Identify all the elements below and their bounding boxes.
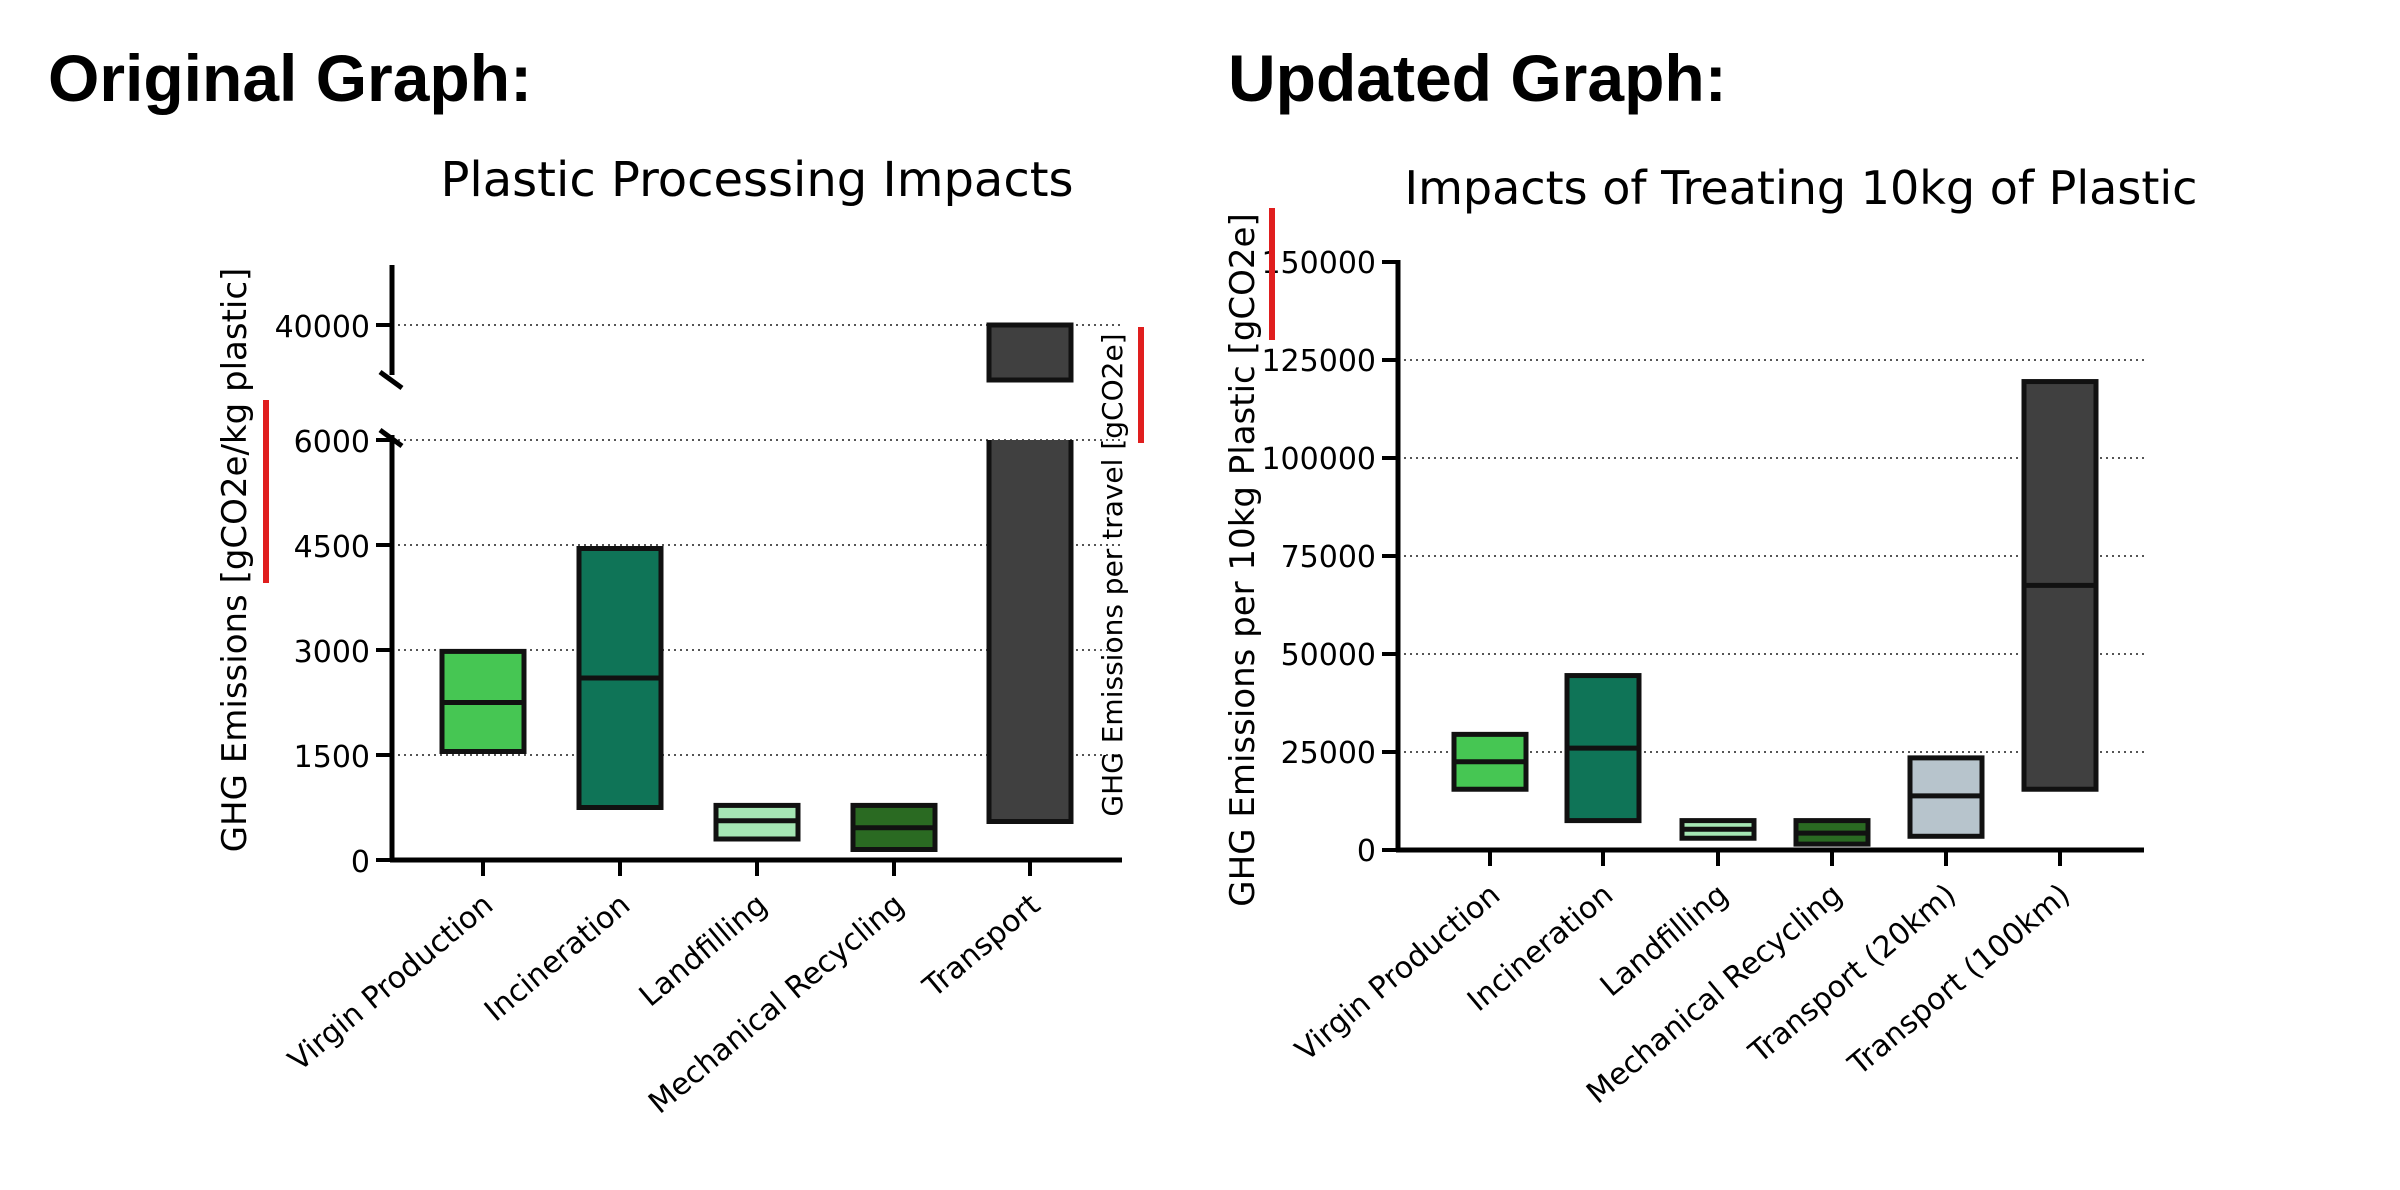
bar-transport-outline [986,440,1074,824]
y-tick-label: 1500 [294,740,370,775]
x-tick-label: Virgin Production [1289,877,1507,1068]
axis-break-mark [378,369,404,391]
x-tick-label: Transport (20km) [1742,877,1963,1071]
original-graph-heading: Original Graph: [48,41,533,115]
y-tick-label: 125000 [1261,344,1376,379]
x-tick-label: Transport (100km) [1841,877,2077,1083]
y-tick-label: 150000 [1261,246,1376,281]
y-axis-label: GHG Emissions [gCO2e/kg plastic] [215,268,255,853]
y-axis-label: GHG Emissions per 10kg Plastic [gCO2e] [1223,213,1263,906]
bar-transport-upper [986,322,1074,383]
original-chart: Plastic Processing Impacts 0 1500 3000 4500 6… [215,152,1144,1121]
y-tick-label: 75000 [1281,540,1376,575]
y-tick-label: 40000 [275,310,370,345]
y-tick-label: 0 [351,845,370,880]
y-tick-label: 0 [1357,834,1376,869]
y-tick-label: 3000 [294,635,370,670]
bar-transport-lower [989,440,1071,822]
axis-break-mark [378,427,404,449]
y-tick-label: 50000 [1281,638,1376,673]
y-axis-label-secondary: GHG Emissions per travel [gCO2e] [1096,333,1129,816]
chart-title: Impacts of Treating 10kg of Plastic [1405,161,2198,215]
y-tick-label: 25000 [1281,736,1376,771]
y-tick-label: 4500 [294,530,370,565]
y-tick-label: 6000 [294,425,370,460]
updated-graph-heading: Updated Graph: [1228,41,1727,115]
y-tick-label: 100000 [1261,442,1376,477]
chart-title: Plastic Processing Impacts [440,152,1073,208]
